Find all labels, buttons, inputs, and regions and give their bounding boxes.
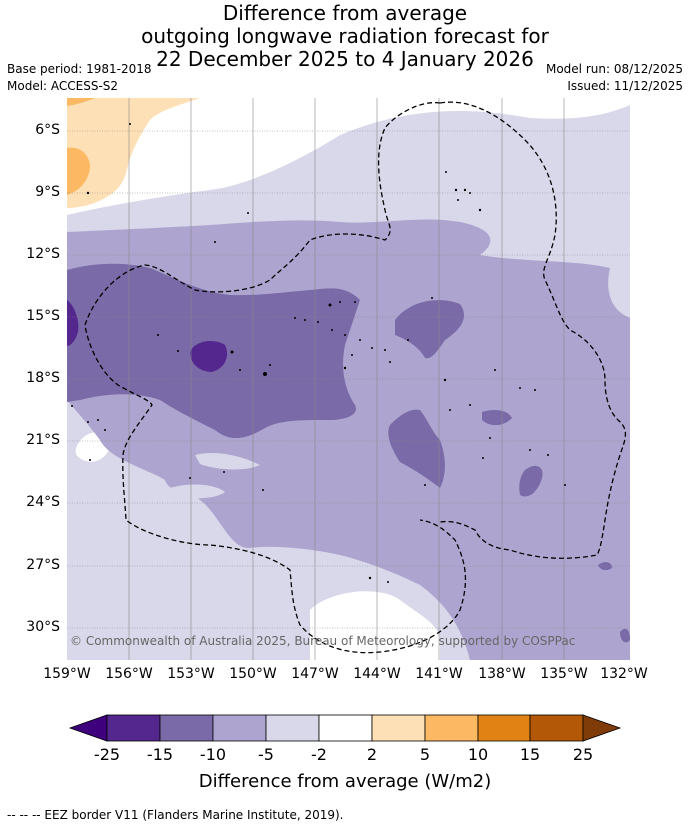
lat-label-21s: 21°S	[26, 432, 60, 448]
colorbar-tick: 10	[467, 745, 489, 764]
issued-date: Issued: 11/12/2025	[567, 79, 683, 93]
base-period: Base period: 1981-2018	[7, 62, 152, 76]
colorbar-tick: 15	[519, 745, 541, 764]
lat-label-12s: 12°S	[26, 246, 60, 262]
lat-label-27s: 27°S	[26, 557, 60, 573]
colorbar-tick: -10	[199, 745, 227, 764]
map-title-line-3: 22 December 2025 to 4 January 2026	[156, 47, 534, 71]
colorbar-extend-low	[68, 714, 108, 742]
colorbar-extend-high	[582, 714, 622, 742]
graticule-meridians	[128, 98, 565, 660]
lat-label-6s: 6°S	[35, 122, 60, 138]
colorbar-bin-pos15-pos25	[529, 714, 584, 742]
contour-neg25-neg15-a	[190, 340, 228, 372]
lon-label-144w: 144°W	[353, 666, 401, 682]
colorbar-tick: 25	[572, 745, 594, 764]
lon-label-147w: 147°W	[291, 666, 339, 682]
map-title-line-1: Difference from average	[222, 1, 468, 25]
lon-label-150w: 150°W	[229, 666, 277, 682]
colorbar-tick: -15	[146, 745, 174, 764]
islands	[71, 123, 566, 583]
map-area	[67, 98, 630, 660]
contour-pos5-pos10-a	[67, 147, 90, 195]
colorbar-tick: -5	[258, 745, 274, 764]
contour-white-cove	[310, 591, 440, 660]
colorbar-tick: 5	[419, 745, 431, 764]
lon-label-153w: 153°W	[167, 666, 215, 682]
lat-label-18s: 18°S	[26, 370, 60, 386]
contour-neg25-neg15-b	[67, 300, 79, 346]
lon-label-159w: 159°W	[43, 666, 91, 682]
contour-neg15-neg10-e	[519, 465, 543, 497]
contour-pos5-pos10-b	[67, 98, 95, 106]
colorbar-bin-neg10-neg5	[212, 714, 267, 742]
contour-neg15-neg10-g	[620, 628, 630, 643]
lat-label-9s: 9°S	[35, 184, 60, 200]
contour-pos2-pos5	[67, 98, 200, 208]
contour-neg15-neg10-c	[388, 409, 445, 488]
eez-french-polynesia-marquesas	[84, 101, 467, 654]
eez-french-polynesia-east	[439, 101, 627, 559]
colorbar-bin-pos5-pos10	[424, 714, 479, 742]
colorbar-bin-neg15-neg10	[159, 714, 214, 742]
colorbar	[68, 714, 622, 742]
lat-label-24s: 24°S	[26, 494, 60, 510]
lon-label-132w: 132°W	[600, 666, 648, 682]
lon-label-141w: 141°W	[415, 666, 463, 682]
lat-label-30s: 30°S	[26, 619, 60, 635]
lon-label-135w: 135°W	[540, 666, 588, 682]
colorbar-tick: -25	[93, 745, 121, 764]
colorbar-title: Difference from average (W/m2)	[198, 771, 492, 792]
eez-borders	[84, 101, 627, 654]
colorbar-bin-pos2-pos5	[371, 714, 426, 742]
contour-neg5-inner-a	[170, 484, 225, 499]
map-credit: © Commonwealth of Australia 2025, Bureau…	[70, 634, 576, 648]
map-title-line-2: outgoing longwave radiation forecast for	[141, 24, 549, 48]
eez-legend: -- -- -- EEZ border V11 (Flanders Marine…	[7, 808, 344, 822]
contour-neg15-neg10-d	[482, 410, 512, 426]
colorbar-bin-pos10-pos15	[477, 714, 531, 742]
colorbar-tick: -2	[311, 745, 327, 764]
contour-neg15-neg10-b	[395, 300, 465, 359]
lon-label-138w: 138°W	[478, 666, 526, 682]
model-name: Model: ACCESS-S2	[7, 79, 119, 93]
colorbar-bin-neg5-neg2	[265, 714, 320, 742]
colorbar-tick: 2	[366, 745, 378, 764]
lat-label-15s: 15°S	[26, 308, 60, 324]
colorbar-bin-neg2-pos2	[318, 714, 373, 742]
lon-label-156w: 156°W	[105, 666, 153, 682]
contour-neg5-inner-b	[195, 453, 260, 470]
colorbar-bin-neg25-neg15	[106, 714, 161, 742]
model-run-date: Model run: 08/12/2025	[545, 62, 683, 76]
